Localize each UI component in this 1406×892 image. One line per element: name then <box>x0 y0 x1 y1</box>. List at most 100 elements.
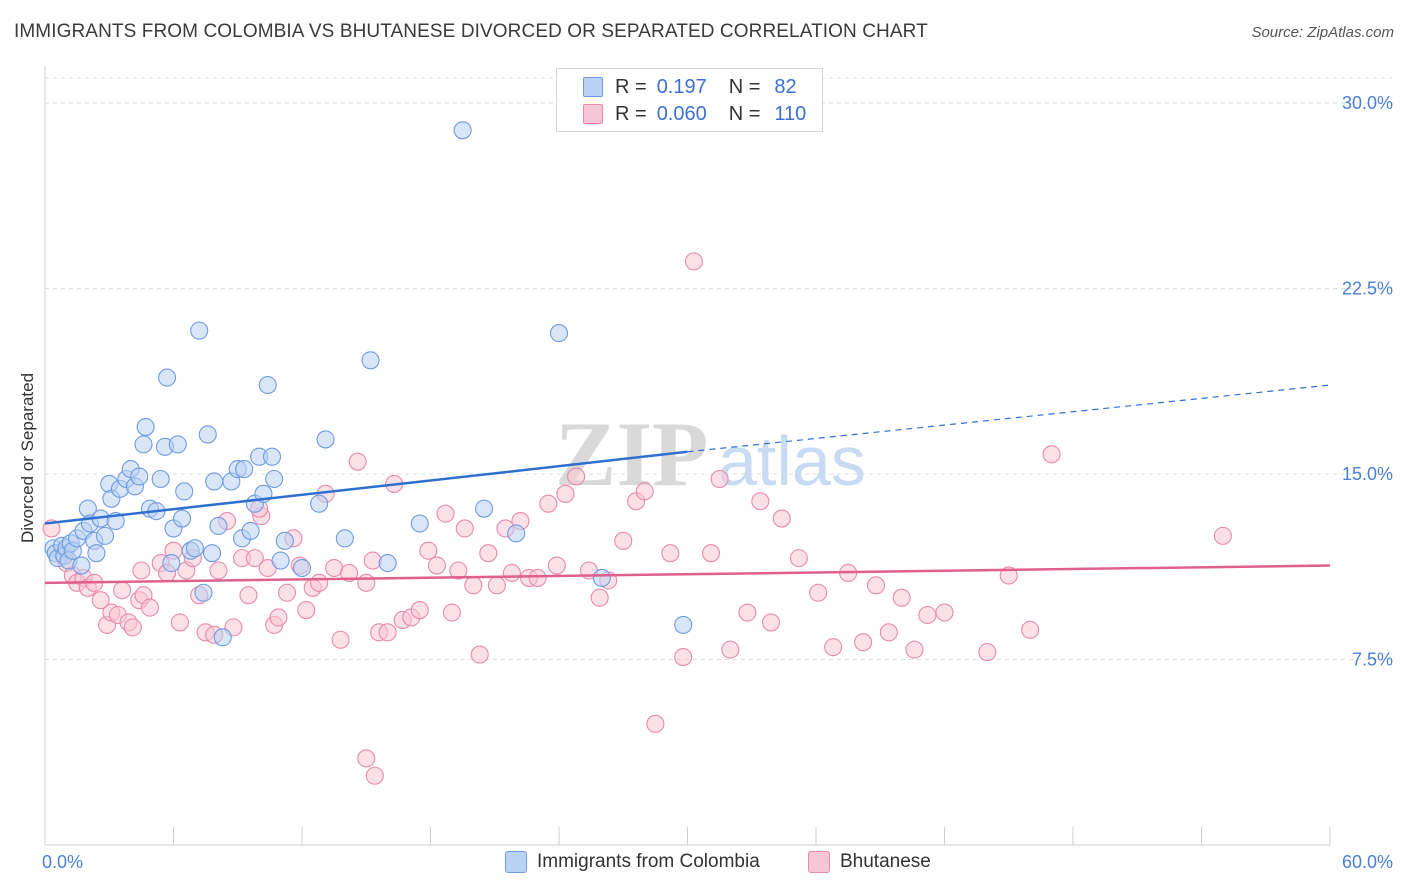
data-point <box>892 588 911 607</box>
watermark: ZIP atlas <box>555 403 866 505</box>
colombia-points <box>44 121 693 647</box>
legend-label-colombia: Immigrants from Colombia <box>537 851 760 872</box>
data-point <box>162 554 181 573</box>
data-point <box>198 425 217 444</box>
watermark-zip: ZIP <box>555 403 708 505</box>
data-point <box>674 615 693 634</box>
data-point <box>331 630 350 649</box>
data-point <box>348 452 367 471</box>
data-point <box>271 551 290 570</box>
axes <box>44 66 1331 846</box>
data-point <box>567 467 586 486</box>
data-point <box>635 482 654 501</box>
x-tick-label-max: 60.0% <box>1341 852 1393 872</box>
legend-item-bhutanese[interactable]: Bhutanese <box>808 851 931 873</box>
x-tick-label-min: 0.0% <box>42 852 84 872</box>
data-point <box>316 430 335 449</box>
data-point <box>310 494 329 513</box>
data-point <box>592 568 611 587</box>
data-point <box>265 469 284 489</box>
data-point <box>95 526 115 545</box>
data-point <box>646 714 665 733</box>
data-point <box>363 551 382 570</box>
data-point <box>556 484 575 503</box>
stats-legend: R = 0.197 N = 82 R = 0.060 N = 110 <box>556 68 823 132</box>
data-point <box>136 418 155 437</box>
r-label: R = <box>615 102 647 125</box>
y-tick-label: 22.5% <box>1342 279 1393 299</box>
data-point <box>357 573 376 592</box>
colombia-trend-line <box>44 450 688 525</box>
data-point <box>209 516 228 536</box>
data-point <box>205 472 224 491</box>
colombia-legend-swatch <box>505 851 527 873</box>
bhutanese-swatch <box>583 104 603 124</box>
data-point <box>436 504 455 523</box>
colombia-trend-extension <box>687 384 1331 453</box>
data-point <box>978 643 997 662</box>
data-point <box>772 509 791 528</box>
data-point <box>185 539 204 558</box>
data-point <box>751 492 770 511</box>
data-point <box>449 561 468 580</box>
legend-item-colombia[interactable]: Immigrants from Colombia <box>505 851 760 873</box>
legend-label-bhutanese: Bhutanese <box>840 851 931 872</box>
data-point <box>175 482 194 501</box>
y-tick-label: 30.0% <box>1342 93 1393 113</box>
bhutanese-trend-line <box>44 564 1331 585</box>
data-point <box>335 529 354 548</box>
data-point <box>866 576 886 595</box>
data-point <box>72 556 91 575</box>
data-point <box>235 460 254 479</box>
data-point <box>464 576 483 595</box>
data-point <box>487 576 506 595</box>
data-point <box>357 749 376 768</box>
data-point <box>455 519 474 538</box>
bhutanese-legend-swatch <box>808 851 830 873</box>
data-point <box>158 368 177 387</box>
data-point <box>1213 526 1232 545</box>
data-point <box>590 588 609 607</box>
colombia-swatch <box>583 77 603 97</box>
data-point <box>209 561 228 580</box>
data-point <box>258 375 277 395</box>
y-tick-label: 15.0% <box>1342 464 1393 484</box>
y-tick-label: 7.5% <box>1352 650 1393 670</box>
trend-lines <box>44 384 1331 585</box>
chart-title: IMMIGRANTS FROM COLOMBIA VS BHUTANESE DI… <box>14 21 928 42</box>
data-point <box>761 613 781 632</box>
data-point <box>1042 445 1061 464</box>
data-point <box>245 549 264 568</box>
r-value: 0.197 <box>656 75 707 98</box>
data-point <box>325 558 344 578</box>
y-tick-labels: 7.5% 15.0% 22.5% 30.0% <box>1342 93 1393 669</box>
data-point <box>502 563 521 583</box>
data-point <box>410 601 429 620</box>
data-point <box>365 766 384 785</box>
data-point <box>134 435 153 454</box>
data-point <box>310 573 329 592</box>
data-point <box>809 583 828 602</box>
data-point <box>614 531 633 550</box>
data-point <box>674 648 693 667</box>
source-credit: Source: ZipAtlas.com <box>1251 24 1394 41</box>
data-point <box>168 435 187 454</box>
data-point <box>113 581 132 600</box>
stats-row-bhutanese: R = 0.060 N = 110 <box>583 100 806 128</box>
grid-lines <box>45 77 1392 661</box>
data-point <box>239 586 258 605</box>
data-point <box>213 628 232 647</box>
data-point <box>292 558 312 578</box>
series-legend: Immigrants from Colombia Bhutanese <box>0 851 1406 879</box>
data-point <box>918 605 937 625</box>
data-point <box>854 633 873 652</box>
data-point <box>340 563 359 583</box>
data-point <box>269 608 288 627</box>
watermark-atlas: atlas <box>718 422 866 500</box>
data-point <box>241 521 260 540</box>
data-point <box>702 544 721 563</box>
stats-row-colombia: R = 0.197 N = 82 <box>583 73 797 101</box>
r-value: 0.060 <box>656 102 707 125</box>
data-point <box>470 645 489 664</box>
